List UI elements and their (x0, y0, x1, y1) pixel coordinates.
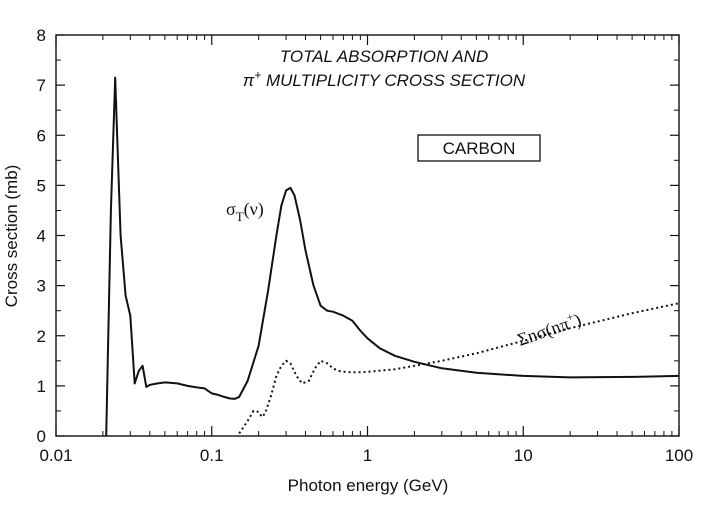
x-tick-label: 10 (514, 446, 533, 465)
multiplicity-curve (238, 302, 680, 435)
y-tick-label: 4 (37, 227, 46, 246)
y-axis-label: Cross section (mb) (2, 165, 21, 308)
series-layer (105, 76, 680, 437)
y-tick-label: 6 (37, 126, 46, 145)
chart-title-line2: π+ MULTIPLICITY CROSS SECTION (243, 68, 526, 90)
x-tick-label: 100 (665, 446, 693, 465)
y-tick-label: 5 (37, 176, 46, 195)
y-tick-label: 0 (37, 427, 46, 446)
carbon-label: CARBON (443, 139, 516, 158)
x-tick-label: 0.01 (39, 446, 72, 465)
x-axis-label: Photon energy (GeV) (288, 476, 449, 495)
sigma-main: σ (226, 199, 236, 219)
multiplicity-label: Σnσ(nπ+) (514, 307, 584, 350)
sigma-sub: T (236, 209, 244, 224)
ticks: 0.01 0.1 1 10 100 0 1 2 3 4 5 6 7 8 (37, 26, 694, 465)
title-rest: MULTIPLICITY CROSS SECTION (261, 71, 526, 90)
title-pi-sup: + (254, 68, 261, 82)
y-tick-label: 1 (37, 377, 46, 396)
sigma-t-label: σT(ν) (226, 199, 264, 224)
chart-title-line1: TOTAL ABSORPTION AND (280, 47, 488, 66)
mult-main: Σnσ(nπ (515, 314, 572, 351)
sigma-t-curve (105, 76, 680, 437)
plot-frame (55, 34, 680, 437)
y-tick-label: 8 (37, 26, 46, 45)
x-tick-label: 1 (363, 446, 372, 465)
carbon-label-box (417, 134, 541, 162)
title-pi: π (243, 71, 255, 90)
y-tick-label: 2 (37, 327, 46, 346)
x-tick-label: 0.1 (200, 446, 224, 465)
y-tick-label: 3 (37, 277, 46, 296)
mult-sup: + (565, 309, 576, 325)
sigma-rest: (ν) (244, 199, 264, 220)
y-tick-label: 7 (37, 76, 46, 95)
